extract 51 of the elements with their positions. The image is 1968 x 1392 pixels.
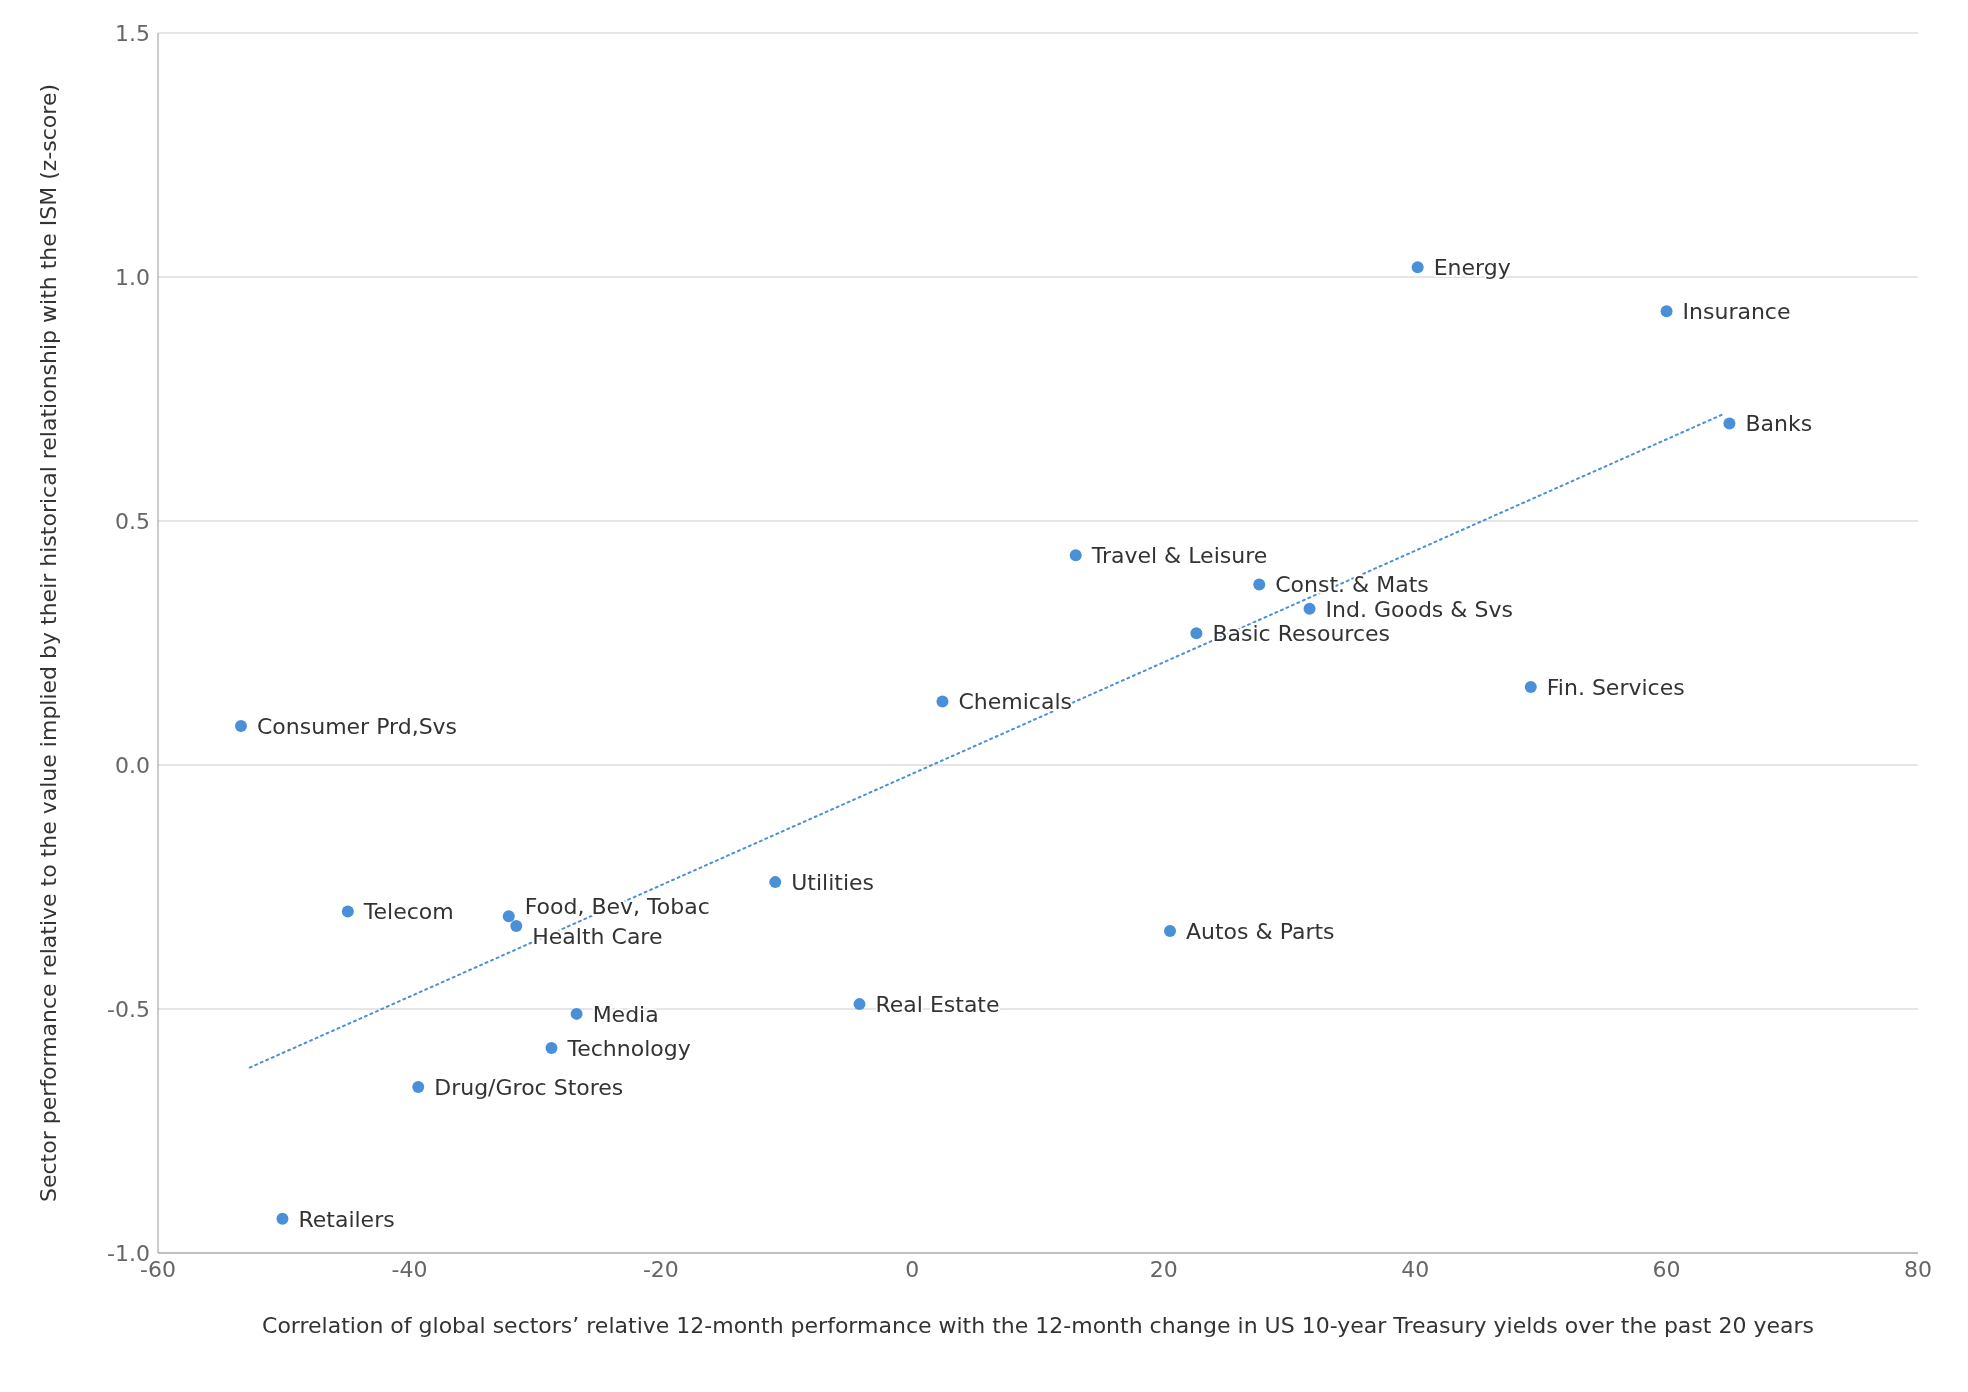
- point: [1190, 627, 1203, 640]
- point: [502, 910, 515, 923]
- point: [1723, 417, 1736, 430]
- point: [1411, 261, 1424, 274]
- point: [545, 1042, 558, 1055]
- data-label: Real Estate: [875, 991, 1000, 1017]
- x-tick-label: 60: [1652, 1256, 1681, 1282]
- y-tick-label: 0.5: [115, 508, 150, 534]
- x-axis-title: Correlation of global sectors’ relative 12-month performance with the 12-month change in US 10-year Treasury yields over the past 20 years: [262, 1313, 1814, 1338]
- data-label: Insurance: [1682, 298, 1791, 324]
- data-label: Chemicals: [958, 689, 1072, 715]
- point: [936, 695, 949, 708]
- point: [570, 1007, 583, 1020]
- x-tick-label: 80: [1904, 1256, 1932, 1282]
- x-tick-label: 40: [1401, 1256, 1430, 1282]
- data-label: Technology: [566, 1035, 691, 1061]
- x-tick-label: -40: [391, 1256, 428, 1282]
- y-axis-title: Sector performance relative to the value implied by their historical relationship with the ISM (z-score): [35, 83, 61, 1203]
- point: [1660, 305, 1673, 318]
- point: [853, 998, 866, 1011]
- data-label: Energy: [1433, 254, 1511, 280]
- point: [276, 1212, 289, 1225]
- y-tick-label: -0.5: [107, 996, 150, 1022]
- point: [341, 905, 354, 918]
- point: [234, 719, 247, 732]
- point: [412, 1081, 425, 1094]
- x-tick-label: -20: [642, 1256, 679, 1282]
- point: [1069, 549, 1082, 562]
- y-tick-label: 1.0: [115, 264, 150, 290]
- point: [1164, 924, 1176, 937]
- data-label: Media: [592, 1001, 659, 1027]
- data-label: Travel & Leisure: [1090, 542, 1268, 568]
- data-label: Utilities: [791, 869, 875, 895]
- data-label: Ind. Goods & Svs: [1325, 596, 1513, 622]
- data-label: Fin. Services: [1546, 674, 1685, 700]
- data-label: Autos & Parts: [1186, 918, 1335, 944]
- point: [1253, 578, 1266, 591]
- data-label: Banks: [1745, 411, 1813, 437]
- point: [1303, 602, 1316, 615]
- data-label: Const. & Mats: [1275, 572, 1429, 598]
- data-label: Consumer Prd,Svs: [256, 713, 458, 739]
- data-label: Telecom: [362, 899, 454, 925]
- x-tick-label: 0: [905, 1256, 920, 1282]
- x-tick-label: 20: [1149, 1256, 1178, 1282]
- data-label: Retailers: [298, 1206, 395, 1232]
- y-tick-label: 1.5: [115, 20, 150, 46]
- data-label: Drug/Groc Stores: [434, 1074, 624, 1100]
- point: [510, 920, 523, 933]
- point: [1524, 680, 1537, 693]
- y-tick-label: 0.0: [115, 752, 150, 778]
- point: [769, 876, 782, 889]
